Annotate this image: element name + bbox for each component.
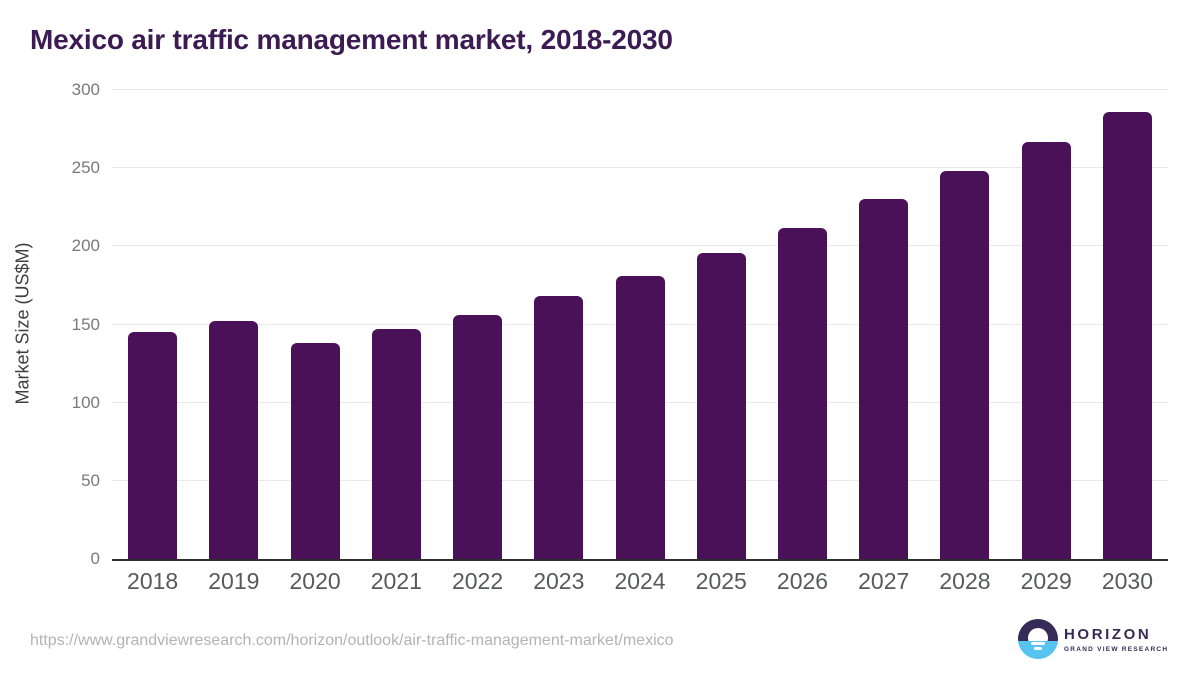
x-axis-label: 2028 — [939, 568, 991, 594]
gridline — [112, 167, 1168, 169]
logo-subtitle: GRAND VIEW RESEARCH — [1064, 645, 1169, 653]
bar-slot — [762, 90, 843, 559]
source-url: https://www.grandviewresearch.com/horizo… — [30, 632, 674, 649]
bar-slot — [1087, 90, 1168, 559]
horizon-logo-icon — [1018, 619, 1058, 659]
y-tick-label: 100 — [71, 392, 100, 412]
y-axis-ticks: 0 50 100 150 200 250 300 — [0, 80, 100, 568]
x-axis-label: 2022 — [451, 568, 504, 594]
bar-2024[interactable] — [615, 276, 665, 559]
bar-2030[interactable] — [1102, 111, 1152, 559]
bar-2026[interactable] — [777, 227, 827, 559]
bar-2021[interactable] — [371, 329, 421, 559]
water-icon — [1018, 641, 1058, 659]
x-axis-labels: 2018 2019 2020 2021 2022 2023 2024 2025 2026 2027… — [112, 568, 1168, 595]
bar-slot — [599, 90, 680, 559]
logo-name: HORIZON — [1064, 625, 1152, 643]
bar-2018[interactable] — [128, 332, 178, 559]
bar-2020[interactable] — [290, 343, 340, 559]
bar-slot — [924, 90, 1005, 559]
x-axis-label: 2029 — [1020, 568, 1072, 594]
x-axis-label: 2027 — [858, 568, 910, 594]
bar-slot — [437, 90, 518, 559]
page-title: Mexico air traffic management market, 20… — [30, 24, 673, 55]
x-axis-label: 2026 — [776, 568, 829, 594]
bar-2022[interactable] — [453, 315, 503, 559]
x-axis-label: 2020 — [289, 568, 341, 594]
y-tick-label: 50 — [81, 470, 100, 490]
y-tick-label: 150 — [71, 314, 100, 334]
bar-2027[interactable] — [859, 199, 909, 559]
x-axis-line — [112, 559, 1168, 561]
bar-2025[interactable] — [696, 252, 746, 559]
x-axis-label: 2019 — [208, 568, 260, 594]
bar-slot — [356, 90, 437, 559]
gridline — [112, 245, 1168, 247]
x-axis-label: 2025 — [695, 568, 747, 594]
y-tick-label: 250 — [71, 158, 100, 178]
y-tick-label: 0 — [90, 549, 100, 568]
bar-slot — [112, 90, 193, 559]
x-axis-label: 2024 — [614, 568, 666, 594]
bar-2023[interactable] — [534, 296, 584, 559]
bar-2029[interactable] — [1021, 141, 1071, 559]
y-tick-label: 200 — [71, 236, 100, 256]
bar-slot — [518, 90, 599, 559]
x-axis-label: 2018 — [127, 568, 179, 594]
bar-2019[interactable] — [209, 321, 259, 559]
x-axis-label: 2021 — [370, 568, 422, 594]
plot-area — [112, 89, 1168, 561]
x-axis-label: 2030 — [1101, 568, 1154, 594]
bar-slot — [1006, 90, 1087, 559]
bar-slot — [681, 90, 762, 559]
bar-slot — [193, 90, 274, 559]
x-axis-label: 2023 — [533, 568, 585, 594]
gridline — [112, 89, 1168, 90]
bar-2028[interactable] — [940, 171, 990, 559]
bars-container — [112, 90, 1168, 559]
y-tick-label: 300 — [71, 80, 100, 99]
bar-slot — [843, 90, 924, 559]
horizon-logo: HORIZON GRAND VIEW RESEARCH — [1018, 619, 1168, 659]
bar-slot — [274, 90, 355, 559]
